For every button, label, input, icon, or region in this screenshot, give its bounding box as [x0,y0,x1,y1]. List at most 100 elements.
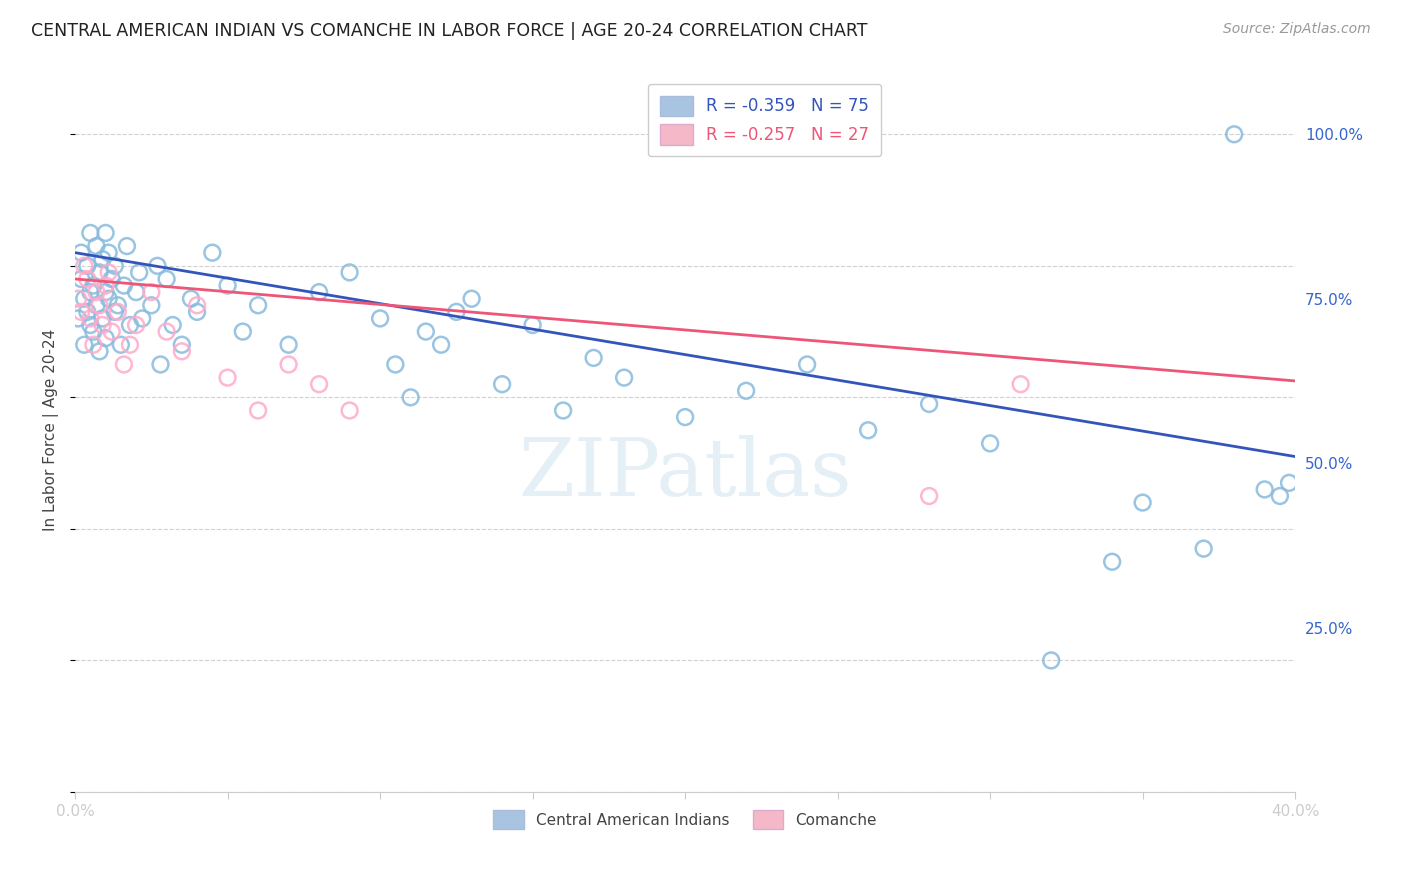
Point [1223,128,1246,142]
Point [86,285,108,299]
Point [217,370,239,384]
Point [107,305,129,319]
Point [170,344,193,359]
Point [89,298,111,312]
Point [155,325,177,339]
Point [522,318,544,332]
Point [70,245,93,260]
Point [110,337,132,351]
Point [79,318,101,332]
Point [100,272,122,286]
Point [104,259,127,273]
Point [146,259,169,273]
Point [94,331,117,345]
Point [201,245,224,260]
Point [94,226,117,240]
Point [112,278,135,293]
Point [67,292,90,306]
Point [86,298,108,312]
Point [232,325,254,339]
Point [277,358,299,372]
Point [1132,495,1154,509]
Point [91,311,114,326]
Point [308,377,330,392]
Point [86,239,108,253]
Point [73,337,96,351]
Point [918,489,941,503]
Text: CENTRAL AMERICAN INDIAN VS COMANCHE IN LABOR FORCE | AGE 20-24 CORRELATION CHART: CENTRAL AMERICAN INDIAN VS COMANCHE IN L… [31,22,868,40]
Point [460,292,482,306]
Point [97,245,120,260]
Point [89,265,111,279]
Point [70,272,93,286]
Point [82,278,104,293]
Point [94,285,117,299]
Point [141,298,163,312]
Point [91,318,114,332]
Point [553,403,575,417]
Point [613,370,636,384]
Point [131,311,153,326]
Point [155,272,177,286]
Point [82,337,104,351]
Point [186,305,208,319]
Text: ZIPatlas: ZIPatlas [519,434,852,513]
Point [856,423,879,437]
Point [118,318,141,332]
Point [247,403,270,417]
Point [104,305,127,319]
Point [384,358,406,372]
Point [247,298,270,312]
Point [308,285,330,299]
Point [1040,653,1063,667]
Point [277,337,299,351]
Point [918,397,941,411]
Point [1101,555,1123,569]
Point [796,358,818,372]
Point [97,265,120,279]
Point [446,305,468,319]
Point [128,265,150,279]
Y-axis label: In Labor Force | Age 20-24: In Labor Force | Age 20-24 [44,329,59,532]
Point [73,292,96,306]
Point [94,278,117,293]
Point [79,311,101,326]
Point [112,358,135,372]
Point [170,337,193,351]
Point [70,305,93,319]
Point [76,272,98,286]
Point [979,436,1001,450]
Point [82,325,104,339]
Text: Source: ZipAtlas.com: Source: ZipAtlas.com [1223,22,1371,37]
Point [582,351,605,365]
Point [149,358,172,372]
Point [399,390,422,404]
Point [162,318,184,332]
Point [107,298,129,312]
Point [1268,489,1291,503]
Point [339,403,361,417]
Point [1278,475,1301,490]
Point [1010,377,1032,392]
Point [673,410,696,425]
Point [125,285,148,299]
Point [1253,483,1275,497]
Point [186,298,208,312]
Point [368,311,391,326]
Point [67,311,90,326]
Point [79,226,101,240]
Point [76,259,98,273]
Point [141,285,163,299]
Point [115,239,138,253]
Point [89,344,111,359]
Point [217,278,239,293]
Point [73,259,96,273]
Legend: Central American Indians, Comanche: Central American Indians, Comanche [488,804,883,835]
Point [339,265,361,279]
Point [735,384,758,398]
Point [97,292,120,306]
Point [118,337,141,351]
Point [180,292,202,306]
Point [76,305,98,319]
Point [91,252,114,267]
